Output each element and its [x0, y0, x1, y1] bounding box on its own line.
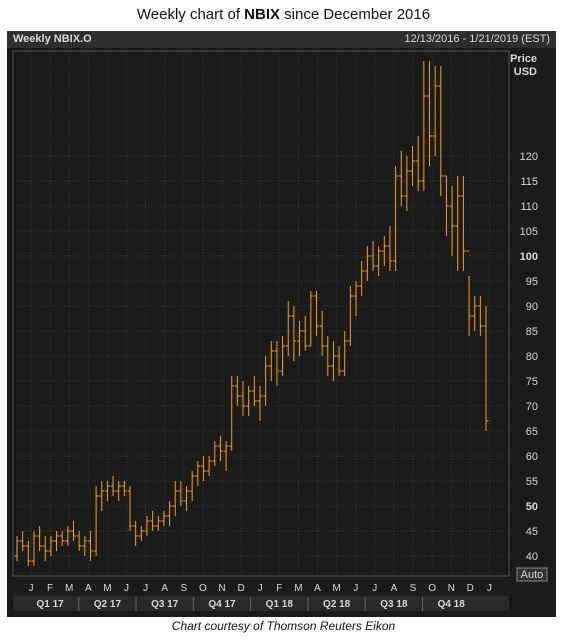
y-tick-label: 45 [526, 526, 538, 538]
quarter-label: Q1 18 [266, 599, 294, 610]
price-chart: 40 45 50 55 60 65 70 75 80 85 90 95 100 105 110 115 120 P… [12, 50, 548, 611]
title-prefix: Weekly chart of [136, 6, 245, 23]
month-label: J [258, 583, 263, 594]
month-label: J [353, 583, 358, 594]
title-suffix: since December 2016 [280, 6, 431, 23]
month-label: M [294, 583, 302, 594]
y-tick-label: 90 [526, 301, 538, 313]
quarter-band [13, 596, 509, 611]
month-label: S [410, 583, 417, 594]
month-label: N [448, 583, 455, 594]
y-tick-label: 55 [526, 476, 538, 488]
y-tick-label: 85 [526, 326, 538, 338]
quarter-label: Q2 18 [323, 599, 351, 610]
chart-panel: Weekly NBIX.O 12/13/2016 - 1/21/2019 (ES… [7, 31, 556, 617]
chart-caption: Chart courtesy of Thomson Reuters Eikon [171, 619, 396, 633]
month-label: J [487, 583, 492, 594]
month-label: D [237, 583, 244, 594]
month-label: N [218, 583, 225, 594]
month-label: F [276, 583, 282, 594]
date-range-label: 12/13/2016 - 1/21/2019 (EST) [404, 33, 550, 45]
month-label: J [143, 583, 148, 594]
y-tick-label: 50 [526, 501, 538, 513]
y-tick-label: 75 [526, 376, 538, 388]
month-label: M [65, 583, 73, 594]
quarter-label: Q1 17 [36, 599, 64, 610]
month-label: A [85, 583, 92, 594]
month-label: M [103, 583, 111, 594]
month-label: D [467, 583, 474, 594]
y-tick-label: 40 [526, 551, 538, 563]
y-tick-label: 95 [526, 276, 538, 288]
currency-axis-label: USD [514, 66, 537, 78]
quarter-label: Q3 17 [151, 599, 179, 610]
quarter-label: Q3 18 [380, 599, 408, 610]
month-label: M [332, 583, 340, 594]
month-label: A [161, 583, 168, 594]
y-tick-label: 100 [520, 251, 538, 263]
auto-button-label: Auto [521, 569, 544, 581]
price-axis-label: Price [510, 53, 537, 65]
month-label: S [180, 583, 187, 594]
chart-header: Weekly NBIX.O 12/13/2016 - 1/21/2019 (ES… [7, 31, 556, 48]
auto-button [516, 567, 548, 582]
chart-title: Weekly chart of NBIX since December 2016 [0, 6, 567, 23]
y-tick-label: 115 [520, 176, 538, 188]
y-tick-label: 80 [526, 351, 538, 363]
month-label: F [47, 583, 53, 594]
y-tick-label: 110 [520, 201, 538, 213]
quarter-label: Q4 18 [438, 599, 466, 610]
title-ticker: NBIX [244, 6, 280, 23]
month-label: J [124, 583, 129, 594]
month-label: A [314, 583, 321, 594]
symbol-label: Weekly NBIX.O [13, 33, 92, 45]
y-tick-label: 105 [520, 226, 538, 238]
quarter-label: Q4 17 [208, 599, 236, 610]
month-label: O [428, 583, 436, 594]
y-tick-label: 70 [526, 401, 538, 413]
month-label: O [199, 583, 207, 594]
month-label: J [372, 583, 377, 594]
quarter-label: Q2 17 [94, 599, 122, 610]
month-label: J [29, 583, 34, 594]
plot-area [12, 50, 510, 577]
y-tick-label: 65 [526, 426, 538, 438]
month-label: A [391, 583, 398, 594]
y-tick-label: 120 [520, 151, 538, 163]
y-tick-label: 60 [526, 451, 538, 463]
